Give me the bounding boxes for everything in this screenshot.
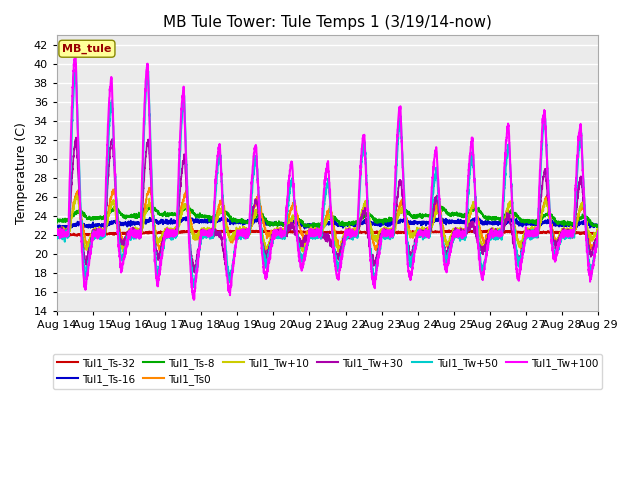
Text: MB_tule: MB_tule <box>62 44 111 54</box>
Legend: Tul1_Ts-32, Tul1_Ts-16, Tul1_Ts-8, Tul1_Ts0, Tul1_Tw+10, Tul1_Tw+30, Tul1_Tw+50,: Tul1_Ts-32, Tul1_Ts-16, Tul1_Ts-8, Tul1_… <box>52 354 602 389</box>
Title: MB Tule Tower: Tule Temps 1 (3/19/14-now): MB Tule Tower: Tule Temps 1 (3/19/14-now… <box>163 15 492 30</box>
Y-axis label: Temperature (C): Temperature (C) <box>15 122 28 224</box>
